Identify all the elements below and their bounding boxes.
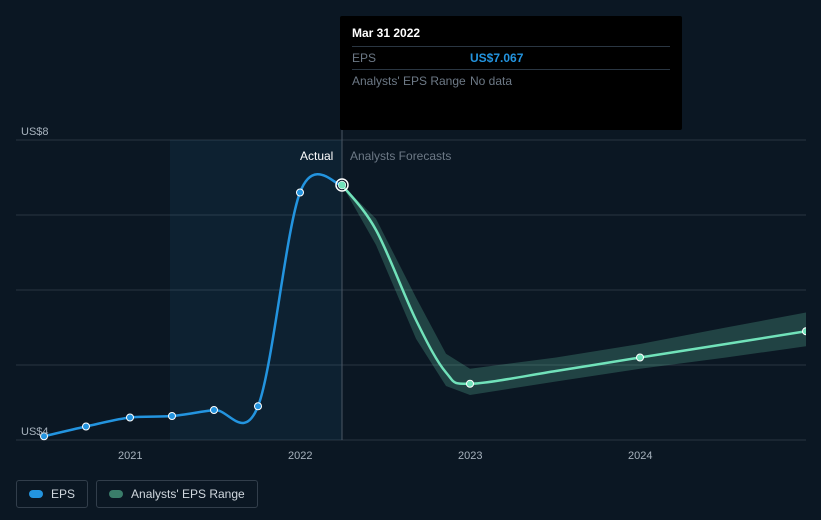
y-axis-label-4: US$4 xyxy=(21,426,49,438)
legend-swatch-eps xyxy=(29,490,43,498)
eps-chart[interactable]: US$8 US$4 Actual Analysts Forecasts 2021… xyxy=(16,125,806,475)
x-axis-label: 2023 xyxy=(458,450,482,462)
legend-item-range[interactable]: Analysts' EPS Range xyxy=(96,480,258,508)
y-axis-label-8: US$8 xyxy=(21,126,49,138)
x-axis-label: 2024 xyxy=(628,450,652,462)
chart-tooltip: Mar 31 2022 EPS US$7.067 Analysts' EPS R… xyxy=(340,16,682,130)
tooltip-eps-value: US$7.067 xyxy=(470,51,523,65)
tooltip-range-value: No data xyxy=(470,74,512,88)
tooltip-row-eps: EPS US$7.067 xyxy=(352,46,670,69)
legend-item-eps[interactable]: EPS xyxy=(16,480,88,508)
legend-label-eps: EPS xyxy=(51,487,75,501)
tooltip-row-range: Analysts' EPS Range No data xyxy=(352,69,670,92)
x-axis-label: 2021 xyxy=(118,450,142,462)
region-label-forecast: Analysts Forecasts xyxy=(350,149,451,163)
tooltip-spacer xyxy=(352,92,670,120)
chart-svg xyxy=(16,125,806,475)
region-label-actual: Actual xyxy=(300,149,333,163)
x-axis-label: 2022 xyxy=(288,450,312,462)
chart-legend: EPS Analysts' EPS Range xyxy=(16,480,258,508)
legend-label-range: Analysts' EPS Range xyxy=(131,487,245,501)
tooltip-date: Mar 31 2022 xyxy=(352,26,670,40)
tooltip-eps-label: EPS xyxy=(352,51,470,65)
tooltip-range-label: Analysts' EPS Range xyxy=(352,74,470,88)
legend-swatch-range xyxy=(109,490,123,498)
